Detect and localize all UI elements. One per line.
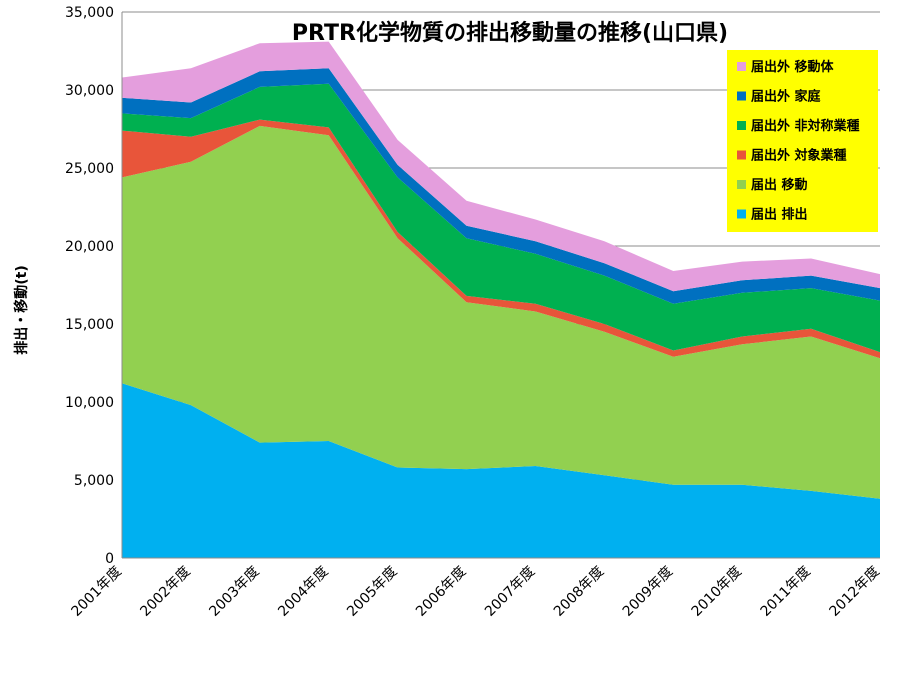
x-tick-label: 2003年度: [206, 564, 262, 620]
legend-label: 届出外 対象業種: [751, 148, 847, 164]
legend-label: 届出外 移動体: [751, 59, 835, 75]
area-series-1: [122, 125, 880, 499]
legend-label: 届出外 非対称業種: [751, 118, 860, 134]
legend-label: 届出外 家庭: [751, 89, 822, 105]
legend-label: 届出 排出: [751, 207, 808, 223]
stacked-areas: [122, 41, 880, 558]
x-tick-label: 2007年度: [482, 564, 538, 620]
axes: [121, 12, 880, 559]
area-series-5: [122, 41, 880, 292]
x-tick-label: 2012年度: [827, 564, 883, 620]
y-tick-label: 5,000: [74, 473, 114, 489]
x-tick-label: 2008年度: [551, 564, 607, 620]
y-tick-label: 15,000: [65, 317, 114, 333]
y-tick-label: 20,000: [65, 239, 114, 255]
y-tick-label: 35,000: [65, 5, 114, 21]
area-series-0: [122, 383, 880, 558]
x-tick-labels: 2001年度 2002年度 2003年度 2004年度 2005年度 2006年度 2007…: [69, 564, 883, 620]
x-tick-label: 2004年度: [275, 564, 331, 620]
x-tick-label: 2005年度: [344, 564, 400, 620]
y-axis-label: 排出・移動(t): [13, 265, 30, 355]
legend-label: 届出 移動: [751, 177, 808, 193]
x-tick-label: 2006年度: [413, 564, 469, 620]
legend-box: [727, 50, 878, 232]
area-series-4: [122, 68, 880, 304]
legend-swatch: [737, 91, 746, 101]
area-series-3: [122, 83, 880, 353]
legend-swatch: [737, 209, 746, 219]
legend-swatch: [737, 150, 746, 160]
chart-title: PRTR化学物質の排出移動量の推移(山口県): [292, 20, 728, 46]
x-tick-label: 2002年度: [137, 564, 193, 620]
y-tick-label: 0: [105, 551, 114, 567]
legend-swatch: [737, 180, 746, 189]
area-series-2: [122, 119, 880, 359]
legend-swatch: [737, 62, 746, 71]
x-tick-label: 2011年度: [758, 564, 814, 620]
y-tick-labels: 0 5,000 10,000 15,000 20,000 25,000 30,000 35,0…: [65, 5, 114, 567]
y-tick-label: 30,000: [65, 83, 114, 99]
x-tick-label: 2009年度: [620, 564, 676, 620]
legend-swatch: [737, 121, 746, 130]
x-tick-label: 2010年度: [689, 564, 745, 620]
y-tick-label: 25,000: [65, 161, 114, 177]
y-tick-label: 10,000: [65, 395, 114, 411]
x-tick-label: 2001年度: [69, 564, 125, 620]
